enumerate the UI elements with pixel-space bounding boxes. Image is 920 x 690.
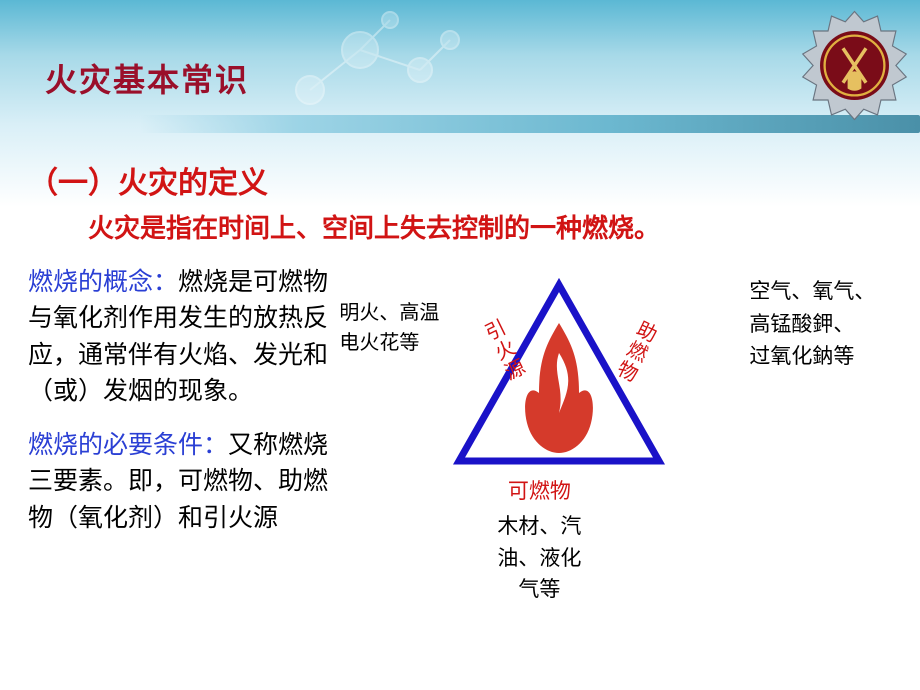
combustion-concept-para: 燃烧的概念：燃烧是可燃物与氧化剂作用发生的放热反应，通常伴有火焰、发光和（或）发… <box>28 265 329 410</box>
fuel-l2: 油、液化 <box>339 543 739 575</box>
ox-l3: 过氧化鈉等 <box>749 340 900 373</box>
definition-text: 火灾是指在时间上、空间上失去控制的一种燃烧。 <box>28 208 920 245</box>
ignition-l2: 电火花等 <box>339 328 439 358</box>
flame-icon <box>525 323 593 453</box>
ox-l1: 空气、氧气、 <box>749 275 900 308</box>
section-number-title: （一）火灾的定义 <box>28 158 920 202</box>
page-title: 火灾基本常识 <box>45 55 920 101</box>
fuel-l1: 木材、汽 <box>339 511 739 543</box>
ox-l2: 高锰酸鉀、 <box>749 308 900 341</box>
ignition-examples: 明火、高温 电火花等 <box>339 298 439 358</box>
fire-triangle-diagram: 明火、高温 电火花等 引火源 助燃物 可燃物 木材、汽 油、液化 气等 <box>339 265 739 573</box>
fuel-l3: 气等 <box>339 574 739 606</box>
left-text-column: 燃烧的概念：燃烧是可燃物与氧化剂作用发生的放热反应，通常伴有火焰、发光和（或）发… <box>28 265 329 573</box>
oxidizer-examples: 空气、氧气、 高锰酸鉀、 过氧化鈉等 <box>749 265 900 573</box>
ignition-l1: 明火、高温 <box>339 298 439 328</box>
fire-badge-icon <box>797 8 912 123</box>
concept-label: 燃烧的概念： <box>28 269 178 296</box>
conditions-label: 燃烧的必要条件： <box>28 432 228 459</box>
fuel-examples: 木材、汽 油、液化 气等 <box>339 511 739 606</box>
triangle-side-fuel: 可燃物 <box>339 475 739 505</box>
combustion-conditions-para: 燃烧的必要条件：又称燃烧三要素。即，可燃物、助燃物（氧化剂）和引火源 <box>28 428 329 537</box>
